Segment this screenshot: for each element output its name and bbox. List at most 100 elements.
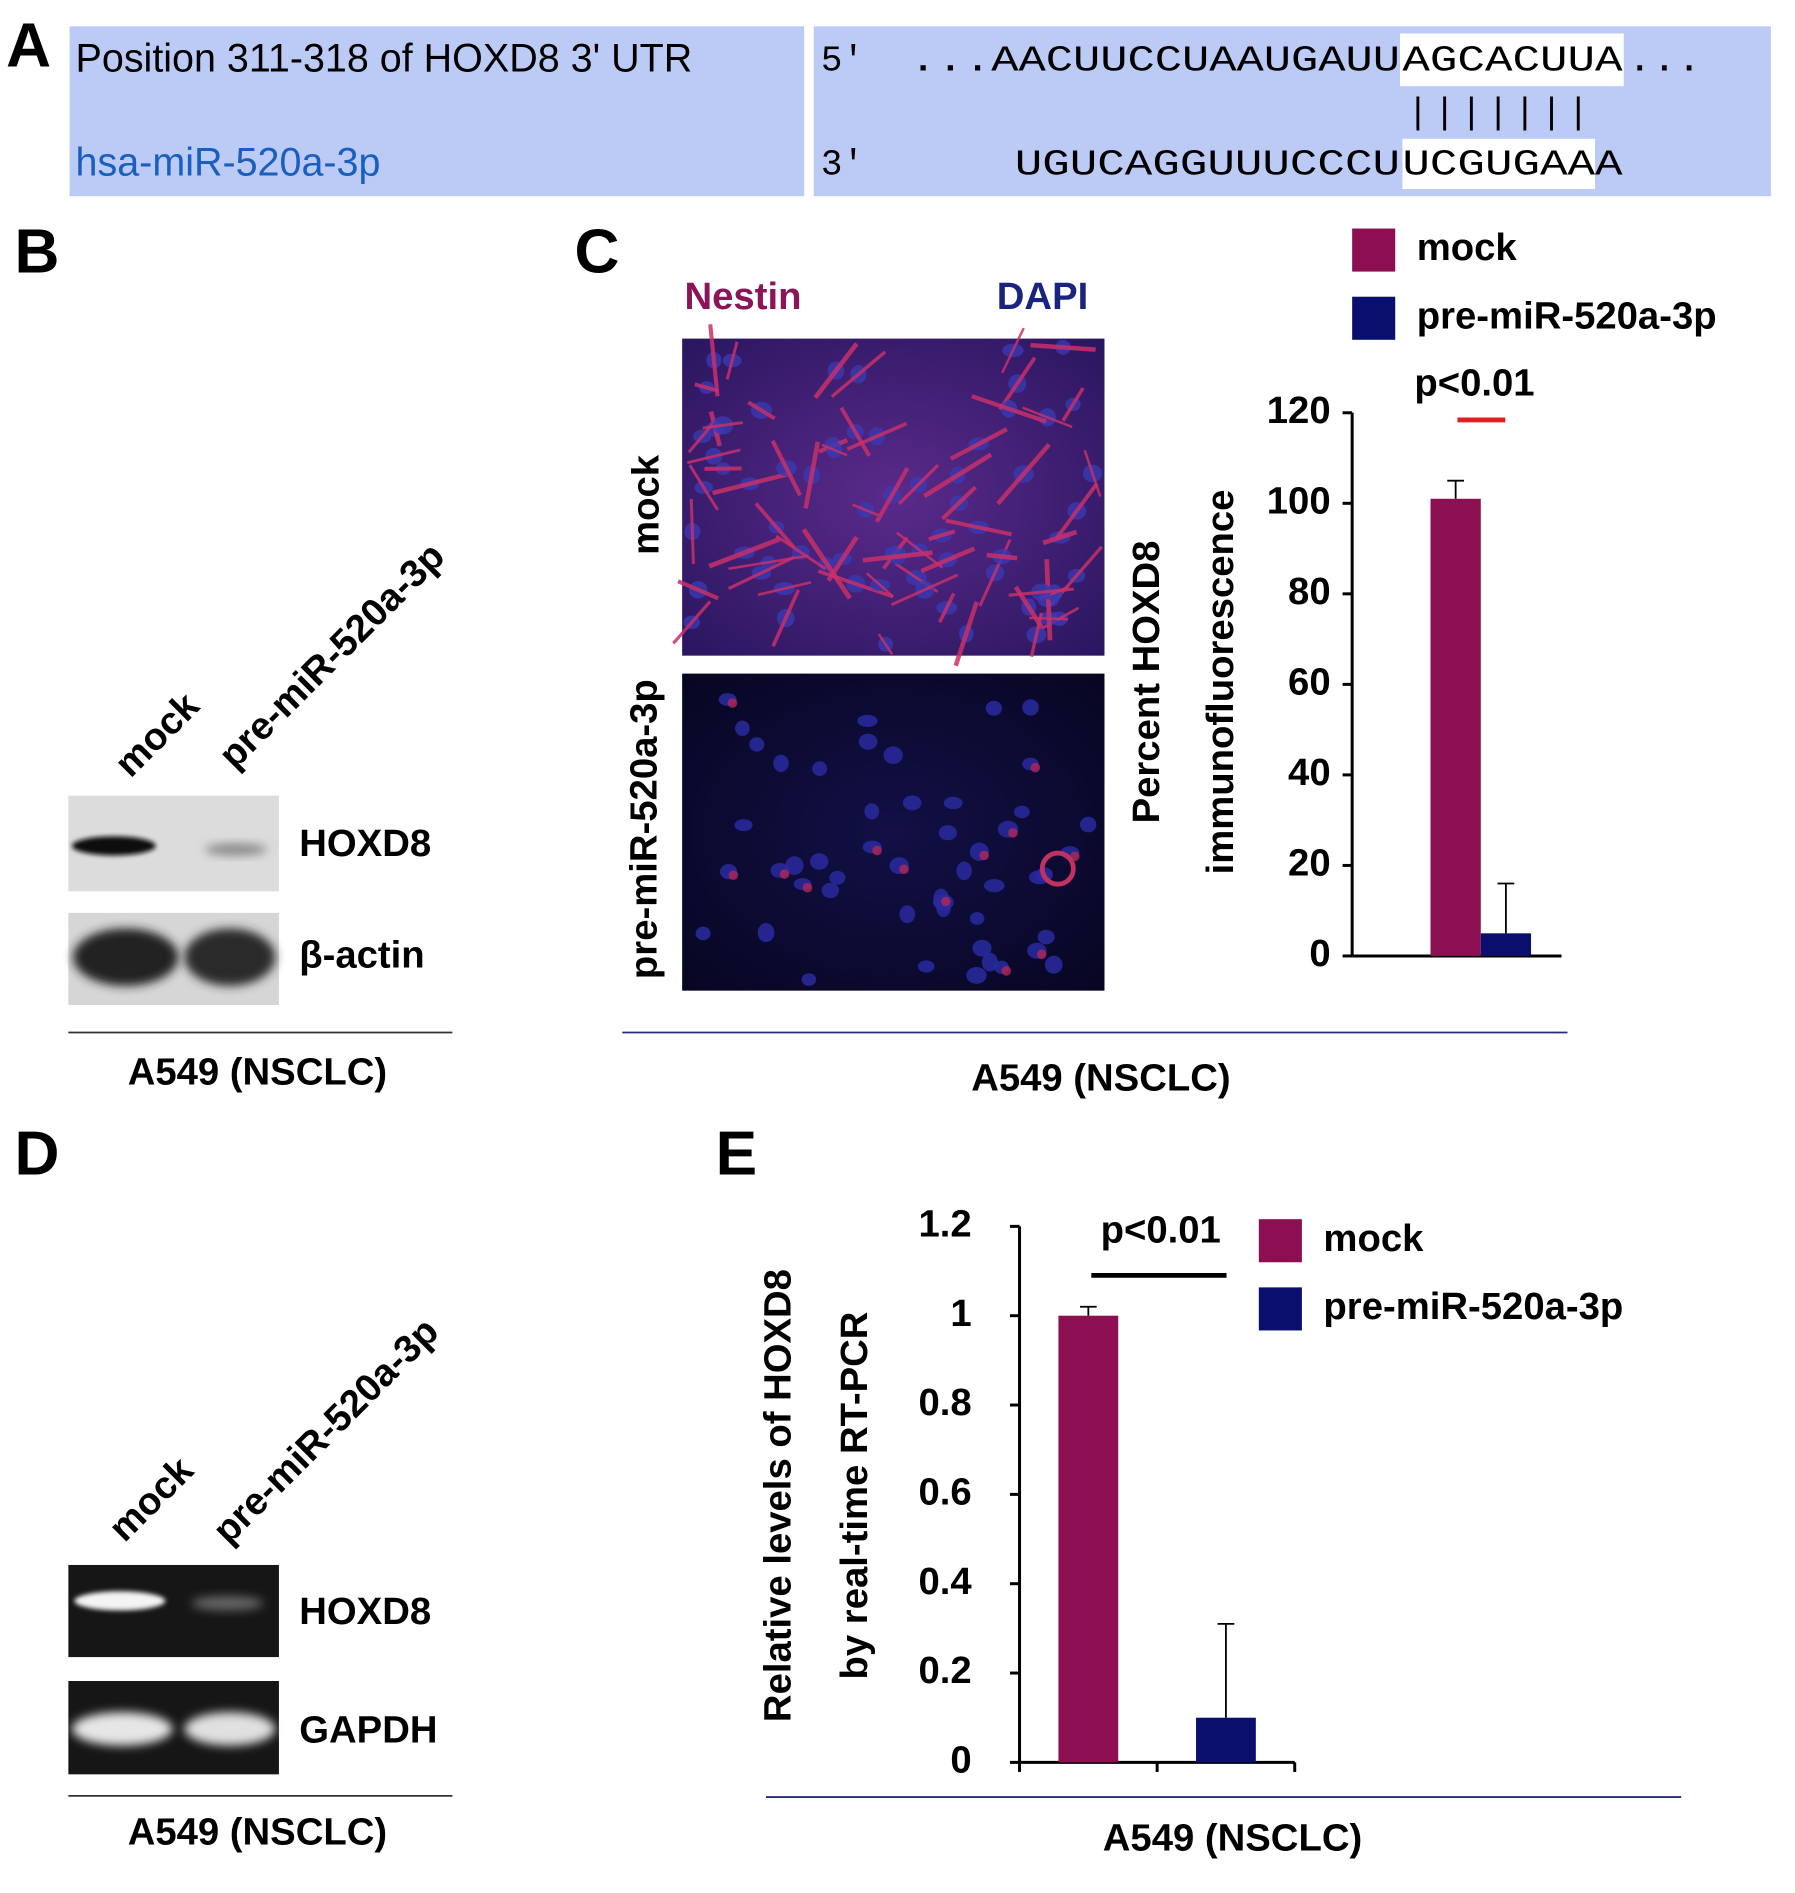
stained-cell	[803, 883, 813, 893]
cell-line: A549 (NSCLC)	[971, 1057, 1230, 1100]
legend-label: pre-miR-520a-3p	[1417, 294, 1717, 337]
bar	[1196, 1718, 1256, 1763]
nucleus	[944, 797, 963, 809]
nucleus	[859, 734, 878, 750]
band	[72, 836, 156, 855]
mirna-label: hsa-miR-520a-3p	[76, 141, 381, 185]
panel-label: E	[716, 1120, 758, 1189]
panel-label: B	[15, 217, 60, 286]
stained-cell	[899, 864, 909, 874]
y-tick-label: 20	[1288, 842, 1331, 885]
stain-label: Nestin	[685, 275, 802, 318]
band	[192, 1596, 264, 1610]
annotation: p<0.01	[1101, 1208, 1221, 1251]
band	[184, 1712, 275, 1746]
strand-end: 5'	[821, 41, 864, 82]
y-tick-label: 0.2	[918, 1649, 971, 1692]
y-tick-label: 0	[950, 1738, 971, 1781]
bar	[1481, 933, 1531, 956]
lane-label: mock	[101, 1448, 203, 1550]
nucleus	[773, 755, 788, 772]
y-tick-label: 0.6	[918, 1470, 971, 1513]
sequence: ...AACUUCCUAAUGAUU	[909, 41, 1400, 82]
panel-label: D	[15, 1120, 60, 1189]
band	[205, 843, 267, 855]
y-axis-label: immunofluorescence	[1199, 490, 1242, 875]
nucleus	[918, 960, 935, 972]
panel-label: C	[574, 217, 619, 286]
bar	[1058, 1316, 1118, 1763]
y-tick-label: 120	[1267, 389, 1331, 432]
nucleus	[1080, 817, 1096, 833]
y-tick-label: 1	[950, 1292, 971, 1335]
band	[184, 928, 275, 985]
stained-cell	[979, 851, 989, 861]
nucleus	[982, 953, 998, 972]
row-label: mock	[625, 454, 668, 555]
nucleus	[1045, 956, 1063, 974]
pairing: |||||||	[1407, 93, 1589, 134]
y-tick-label: 100	[1267, 479, 1331, 522]
y-tick-label: 40	[1288, 751, 1331, 794]
nucleus	[822, 883, 839, 898]
nucleus	[984, 879, 1005, 892]
lane-label: mock	[107, 684, 209, 786]
y-tick-label: 0.4	[918, 1560, 972, 1603]
nucleus	[829, 871, 845, 885]
y-axis-label: Relative levels of HOXD8	[756, 1269, 799, 1722]
sequence: UGUCAGGUUUCCCU	[1015, 145, 1400, 186]
band	[72, 1712, 173, 1746]
stained-cell	[1008, 828, 1018, 838]
nucleus	[696, 927, 711, 941]
y-tick-label: 1.2	[918, 1202, 971, 1245]
legend-swatch	[1352, 297, 1395, 340]
nucleus	[810, 853, 828, 870]
nucleus	[749, 737, 764, 751]
target-label: Position 311-318 of HOXD8 3' UTR	[76, 36, 693, 80]
panel-label: A	[6, 12, 51, 81]
stained-cell	[872, 846, 882, 856]
micrograph	[682, 674, 1104, 991]
nucleus	[903, 795, 922, 810]
band	[74, 1591, 165, 1610]
band-label: GAPDH	[299, 1709, 437, 1752]
nucleus	[857, 715, 877, 727]
nucleus	[1014, 806, 1030, 818]
band-label: β-actin	[299, 933, 424, 976]
legend-swatch	[1259, 1287, 1302, 1330]
nucleus	[956, 862, 971, 881]
nucleus	[802, 973, 817, 986]
bar	[1431, 499, 1481, 956]
gel	[68, 1565, 279, 1657]
nucleus	[966, 967, 986, 984]
nucleus	[812, 761, 827, 776]
seed-sequence: UCGUGAAA	[1402, 145, 1623, 186]
stained-cell	[729, 870, 739, 880]
y-tick-label: 0.8	[918, 1381, 971, 1424]
nucleus	[883, 746, 902, 764]
nucleus	[1022, 699, 1039, 715]
row-label: pre-miR-520a-3p	[622, 679, 665, 979]
nucleus	[986, 701, 1002, 716]
stained-cell	[1037, 950, 1047, 960]
stained-cell	[780, 869, 790, 879]
nucleus	[939, 825, 957, 840]
legend-label: mock	[1417, 226, 1518, 269]
y-tick-label: 80	[1288, 570, 1331, 613]
nucleus	[735, 721, 750, 736]
y-tick-label: 60	[1288, 660, 1331, 703]
band-label: HOXD8	[299, 822, 431, 865]
band-label: HOXD8	[299, 1590, 431, 1633]
stain-label: DAPI	[997, 275, 1088, 318]
legend-swatch	[1352, 229, 1395, 272]
nucleus	[899, 905, 915, 923]
stained-cell	[728, 698, 738, 708]
nucleus	[1037, 930, 1054, 945]
band	[73, 928, 178, 985]
annotation: p<0.01	[1414, 361, 1534, 404]
nucleus	[864, 803, 879, 819]
strand-end: 3'	[821, 145, 864, 186]
legend-swatch	[1259, 1219, 1302, 1262]
cell-line: A549 (NSCLC)	[128, 1810, 387, 1853]
